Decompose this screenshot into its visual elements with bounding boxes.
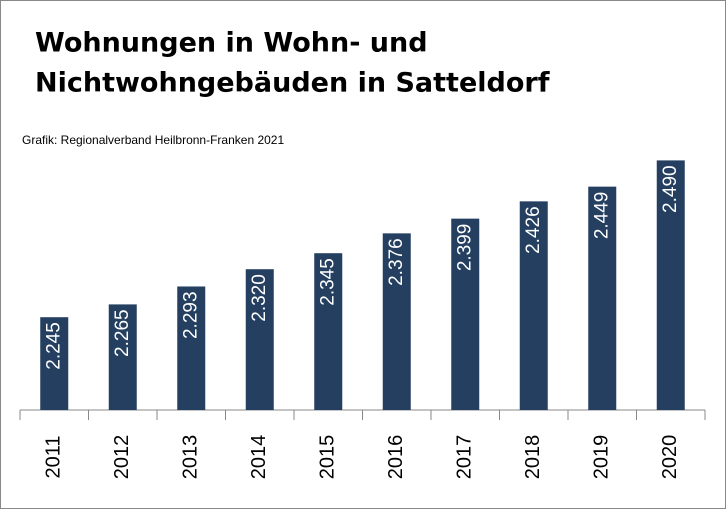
chart-title: Nichtwohngebäuden in Satteldorf	[35, 68, 550, 99]
x-tick-label: 2011	[43, 435, 65, 478]
x-tick-label: 2016	[385, 435, 407, 480]
x-tick-label: 2018	[522, 435, 544, 480]
bar	[314, 253, 343, 410]
bar	[451, 218, 480, 410]
bar	[108, 304, 137, 410]
x-tick-label: 2012	[111, 435, 133, 480]
value-label: 2.265	[112, 309, 133, 357]
bar	[177, 286, 206, 410]
value-label: 2.345	[317, 258, 338, 306]
x-tick-label: 2013	[180, 435, 202, 480]
value-label: 2.245	[43, 322, 64, 370]
bar	[519, 201, 548, 410]
x-tick-label: 2015	[317, 435, 339, 480]
bar	[382, 233, 411, 410]
value-label: 2.293	[180, 291, 201, 339]
value-label: 2.490	[660, 165, 681, 213]
value-label: 2.320	[249, 274, 270, 322]
bar	[588, 186, 617, 410]
x-tick-label: 2019	[591, 435, 613, 480]
value-label: 2.426	[523, 206, 544, 254]
bar	[245, 269, 274, 410]
chart-title: Wohnungen in Wohn- und	[35, 28, 428, 59]
x-tick-label: 2020	[659, 435, 681, 480]
value-label: 2.449	[591, 192, 612, 240]
x-tick-label: 2014	[248, 435, 270, 480]
x-tick-label: 2017	[454, 435, 476, 480]
bar	[656, 160, 685, 410]
bar	[40, 317, 69, 410]
value-label: 2.399	[454, 224, 475, 272]
value-label: 2.376	[386, 238, 407, 286]
chart-subtitle: Grafik: Regionalverband Heilbronn-Franke…	[22, 133, 284, 147]
